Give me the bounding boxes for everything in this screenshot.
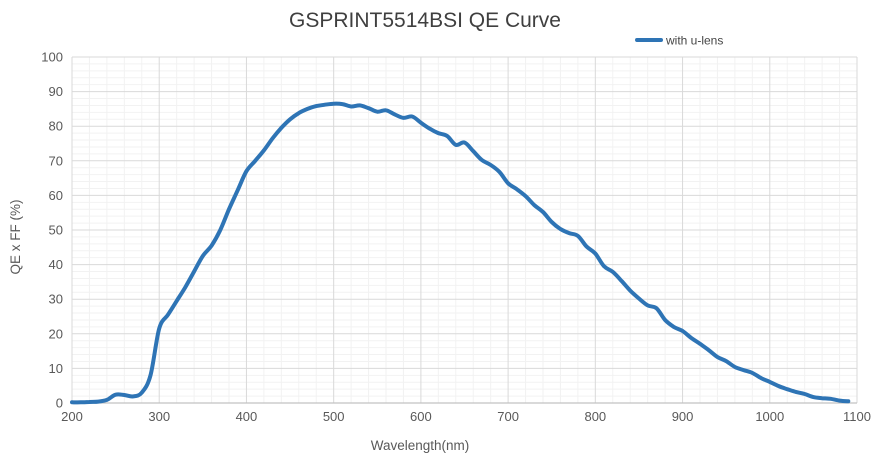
x-tick-label: 600	[410, 409, 432, 424]
y-tick-label: 60	[49, 188, 63, 203]
x-axis-label: Wavelength(nm)	[371, 438, 470, 453]
y-tick-label: 0	[56, 396, 63, 411]
x-tick-label: 1000	[755, 409, 784, 424]
y-tick-label: 20	[49, 326, 63, 341]
y-axis-label: QE x FF (%)	[8, 200, 23, 275]
chart-title: GSPRINT5514BSI QE Curve	[289, 9, 561, 32]
y-tick-label: 40	[49, 257, 63, 272]
y-tick-label: 90	[49, 84, 63, 99]
x-tick-label: 200	[61, 409, 83, 424]
x-tick-label: 800	[584, 409, 606, 424]
legend-label: with u-lens	[665, 34, 723, 48]
y-tick-label: 50	[49, 223, 63, 238]
grid-major	[71, 56, 858, 404]
x-tick-label: 500	[323, 409, 345, 424]
x-tick-label: 300	[148, 409, 170, 424]
y-tick-label: 100	[41, 50, 63, 65]
y-tick-label: 10	[49, 361, 63, 376]
x-axis-tick-labels: 200 300 400 500 600 700 800 900 1000 1100	[61, 409, 871, 424]
qe-curve-line	[70, 101, 851, 405]
legend: with u-lens	[635, 34, 723, 48]
x-tick-label: 400	[236, 409, 258, 424]
x-tick-label: 1100	[843, 409, 871, 424]
y-tick-label: 70	[49, 153, 63, 168]
series-group	[70, 101, 851, 405]
y-tick-label: 80	[49, 119, 63, 134]
y-axis-tick-labels: 0 10 20 30 40 50 60 70 80 90 100	[41, 50, 63, 411]
x-tick-label: 900	[672, 409, 694, 424]
y-tick-label: 30	[49, 292, 63, 307]
x-tick-label: 700	[497, 409, 519, 424]
